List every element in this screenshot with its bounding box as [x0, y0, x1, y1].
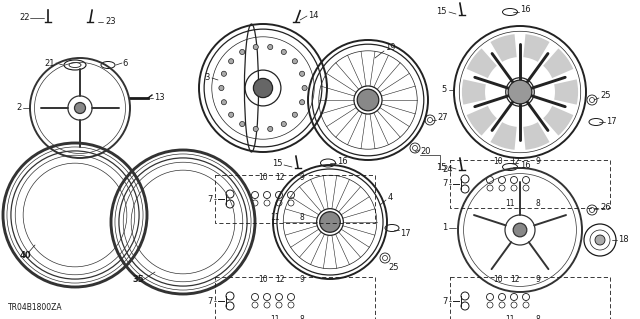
Text: 10: 10: [258, 173, 268, 182]
Text: 26: 26: [600, 203, 611, 211]
Text: 9: 9: [300, 275, 305, 284]
Text: 7: 7: [207, 195, 213, 204]
Text: 16: 16: [337, 157, 348, 166]
Text: 40: 40: [20, 250, 31, 259]
Wedge shape: [490, 122, 516, 150]
Text: 27: 27: [437, 114, 447, 122]
Wedge shape: [490, 34, 516, 62]
Circle shape: [320, 212, 340, 232]
Wedge shape: [524, 122, 550, 150]
Text: 22: 22: [19, 13, 30, 23]
Text: 2: 2: [17, 103, 22, 113]
Text: 35: 35: [132, 276, 143, 285]
Text: 8: 8: [535, 198, 540, 207]
Text: TR04B1800ZA: TR04B1800ZA: [8, 303, 63, 313]
Text: 12: 12: [510, 275, 520, 284]
Circle shape: [302, 85, 307, 91]
Text: 5: 5: [442, 85, 447, 94]
Text: 7: 7: [443, 180, 448, 189]
Text: 1: 1: [442, 224, 447, 233]
Text: 14: 14: [308, 11, 319, 20]
Circle shape: [300, 71, 305, 76]
Text: 10: 10: [493, 275, 502, 284]
Circle shape: [292, 59, 298, 64]
Circle shape: [239, 122, 244, 127]
Text: 12: 12: [275, 173, 285, 182]
Text: 23: 23: [105, 18, 116, 26]
Circle shape: [281, 122, 286, 127]
Text: 7: 7: [443, 296, 448, 306]
Text: 4: 4: [388, 194, 393, 203]
Circle shape: [508, 80, 532, 104]
Text: 18: 18: [618, 235, 628, 244]
Circle shape: [300, 100, 305, 105]
Text: 15: 15: [436, 162, 447, 172]
Text: 10: 10: [493, 158, 502, 167]
Text: 16: 16: [520, 5, 531, 14]
Text: 8: 8: [300, 213, 305, 222]
Text: 7: 7: [207, 296, 213, 306]
Text: 16: 16: [520, 160, 531, 169]
Text: 19: 19: [385, 43, 396, 53]
Circle shape: [357, 89, 379, 111]
Text: 3: 3: [205, 73, 210, 83]
Wedge shape: [554, 79, 578, 105]
Wedge shape: [543, 48, 573, 78]
Circle shape: [253, 78, 273, 98]
Text: 8: 8: [300, 315, 305, 319]
Circle shape: [513, 223, 527, 237]
Text: 12: 12: [275, 275, 285, 284]
Text: 9: 9: [535, 275, 540, 284]
Text: 15: 15: [273, 160, 283, 168]
Circle shape: [219, 85, 224, 91]
Circle shape: [221, 100, 227, 105]
Circle shape: [228, 59, 234, 64]
Text: 11: 11: [505, 198, 515, 207]
Text: 6: 6: [122, 58, 127, 68]
Text: 25: 25: [388, 263, 399, 272]
Text: 25: 25: [600, 92, 611, 100]
Wedge shape: [543, 106, 573, 136]
Wedge shape: [467, 48, 497, 78]
Circle shape: [268, 44, 273, 49]
Circle shape: [253, 126, 259, 131]
Text: 11: 11: [270, 213, 280, 222]
Text: 9: 9: [300, 173, 305, 182]
Circle shape: [239, 49, 244, 55]
Text: 21: 21: [45, 58, 55, 68]
Text: 9: 9: [535, 158, 540, 167]
Circle shape: [228, 112, 234, 117]
Text: 17: 17: [400, 228, 411, 238]
Text: 11: 11: [505, 315, 515, 319]
Circle shape: [595, 235, 605, 245]
Text: 8: 8: [535, 315, 540, 319]
Circle shape: [221, 71, 227, 76]
Circle shape: [292, 112, 298, 117]
Text: 10: 10: [258, 275, 268, 284]
Circle shape: [281, 49, 286, 55]
Circle shape: [268, 126, 273, 131]
Circle shape: [253, 44, 259, 49]
Text: 24: 24: [442, 166, 452, 174]
Circle shape: [74, 102, 86, 114]
Text: 12: 12: [510, 158, 520, 167]
Wedge shape: [524, 34, 550, 62]
Text: 20: 20: [420, 147, 431, 157]
Wedge shape: [467, 106, 497, 136]
Text: 17: 17: [606, 117, 616, 127]
Text: 11: 11: [270, 315, 280, 319]
Wedge shape: [462, 79, 486, 105]
Text: 15: 15: [436, 8, 447, 17]
Text: 13: 13: [154, 93, 164, 102]
